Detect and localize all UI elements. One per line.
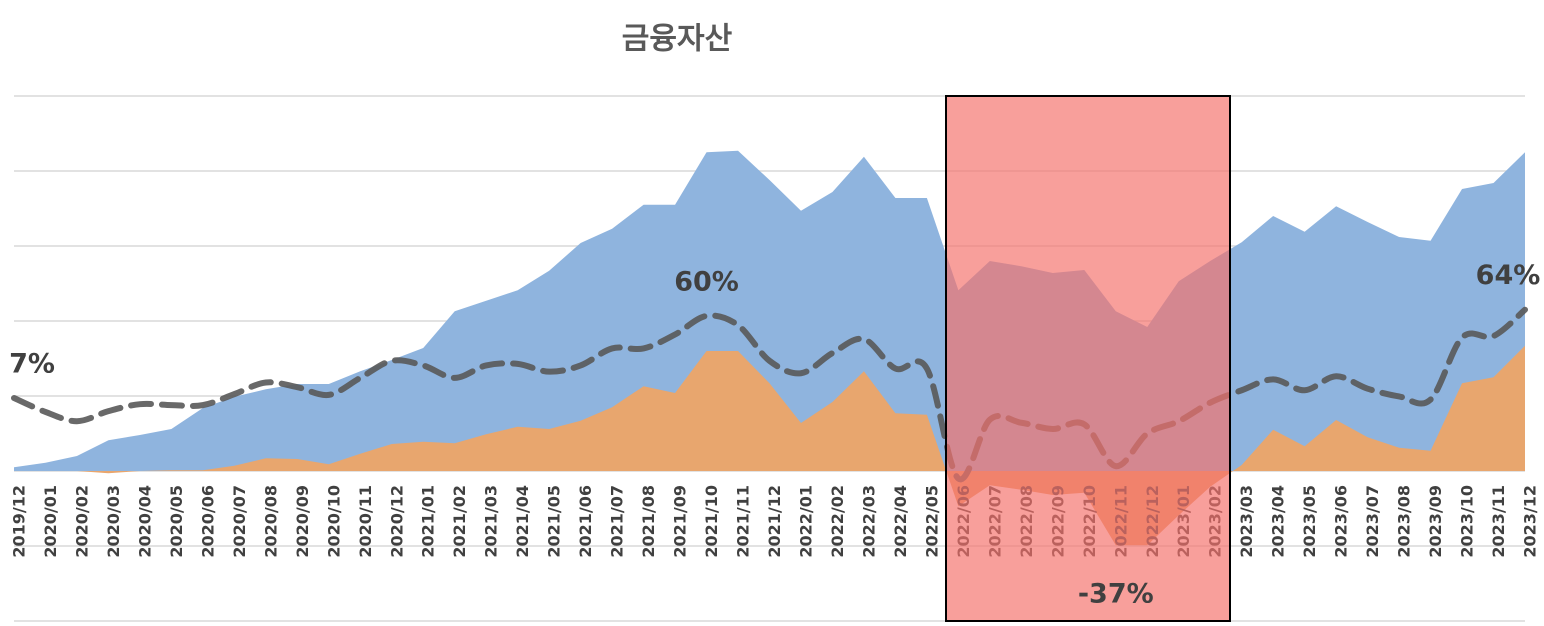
x-tick-label: 2022/04 xyxy=(891,485,910,558)
data-label: 7% xyxy=(9,348,55,379)
x-tick-label: 2023/11 xyxy=(1489,485,1508,558)
x-tick-label: 2022/01 xyxy=(796,485,815,558)
x-tick-label: 2020/01 xyxy=(41,485,60,558)
x-tick-label: 2021/06 xyxy=(576,485,595,558)
x-tick-label: 2020/10 xyxy=(324,485,343,558)
x-tick-label: 2022/02 xyxy=(828,485,847,558)
data-label: 64% xyxy=(1476,260,1541,291)
x-tick-label: 2019/12 xyxy=(10,485,29,558)
x-tick-label: 2021/11 xyxy=(734,485,753,558)
x-tick-label: 2021/12 xyxy=(765,485,784,558)
x-tick-label: 2021/02 xyxy=(450,485,469,558)
x-tick-label: 2020/06 xyxy=(198,485,217,558)
line xyxy=(11,306,1528,483)
data-labels: 7% 60% -37% 64% xyxy=(9,260,1540,609)
x-tick-label: 2023/05 xyxy=(1300,485,1319,558)
chart-title: 금융자산 xyxy=(622,22,733,57)
x-tick-label: 2022/05 xyxy=(922,485,941,558)
x-tick-label: 2020/08 xyxy=(261,485,280,558)
x-tick-label: 2023/08 xyxy=(1395,485,1414,558)
x-tick-label: 2020/12 xyxy=(387,485,406,558)
x-tick-label: 2021/10 xyxy=(702,485,721,558)
data-label: 60% xyxy=(674,266,739,297)
x-tick-label: 2023/03 xyxy=(1237,485,1256,558)
x-tick-label: 2020/04 xyxy=(135,485,154,558)
x-tick-label: 2020/09 xyxy=(293,485,312,558)
x-tick-label: 2020/07 xyxy=(230,485,249,558)
x-tick-label: 2021/01 xyxy=(419,485,438,558)
x-tick-label: 2023/12 xyxy=(1521,485,1540,558)
x-tick-label: 2021/05 xyxy=(545,485,564,558)
x-tick-label: 2022/03 xyxy=(859,485,878,558)
x-tick-label: 2023/10 xyxy=(1458,485,1477,558)
x-tick-label: 2023/09 xyxy=(1426,485,1445,558)
x-tick-label: 2023/06 xyxy=(1332,485,1351,558)
x-tick-label: 2020/02 xyxy=(72,485,91,558)
x-tick-label: 2020/05 xyxy=(167,485,186,558)
x-tick-label: 2021/07 xyxy=(608,485,627,558)
x-tick-label: 2021/03 xyxy=(482,485,501,558)
x-tick-label: 2021/04 xyxy=(513,485,532,558)
x-tick-label: 2021/09 xyxy=(671,485,690,558)
x-tick-label: 2020/11 xyxy=(356,485,375,558)
x-tick-label: 2020/03 xyxy=(104,485,123,558)
x-tick-label: 2021/08 xyxy=(639,485,658,558)
x-axis: 2019/12 2020/01 2020/02 2020/03 2020/04 2020/… xyxy=(10,485,1540,558)
x-tick-label: 2023/04 xyxy=(1269,485,1288,558)
data-label: -37% xyxy=(1078,579,1154,610)
highlight-box xyxy=(945,95,1231,622)
x-tick-label: 2023/07 xyxy=(1363,485,1382,558)
